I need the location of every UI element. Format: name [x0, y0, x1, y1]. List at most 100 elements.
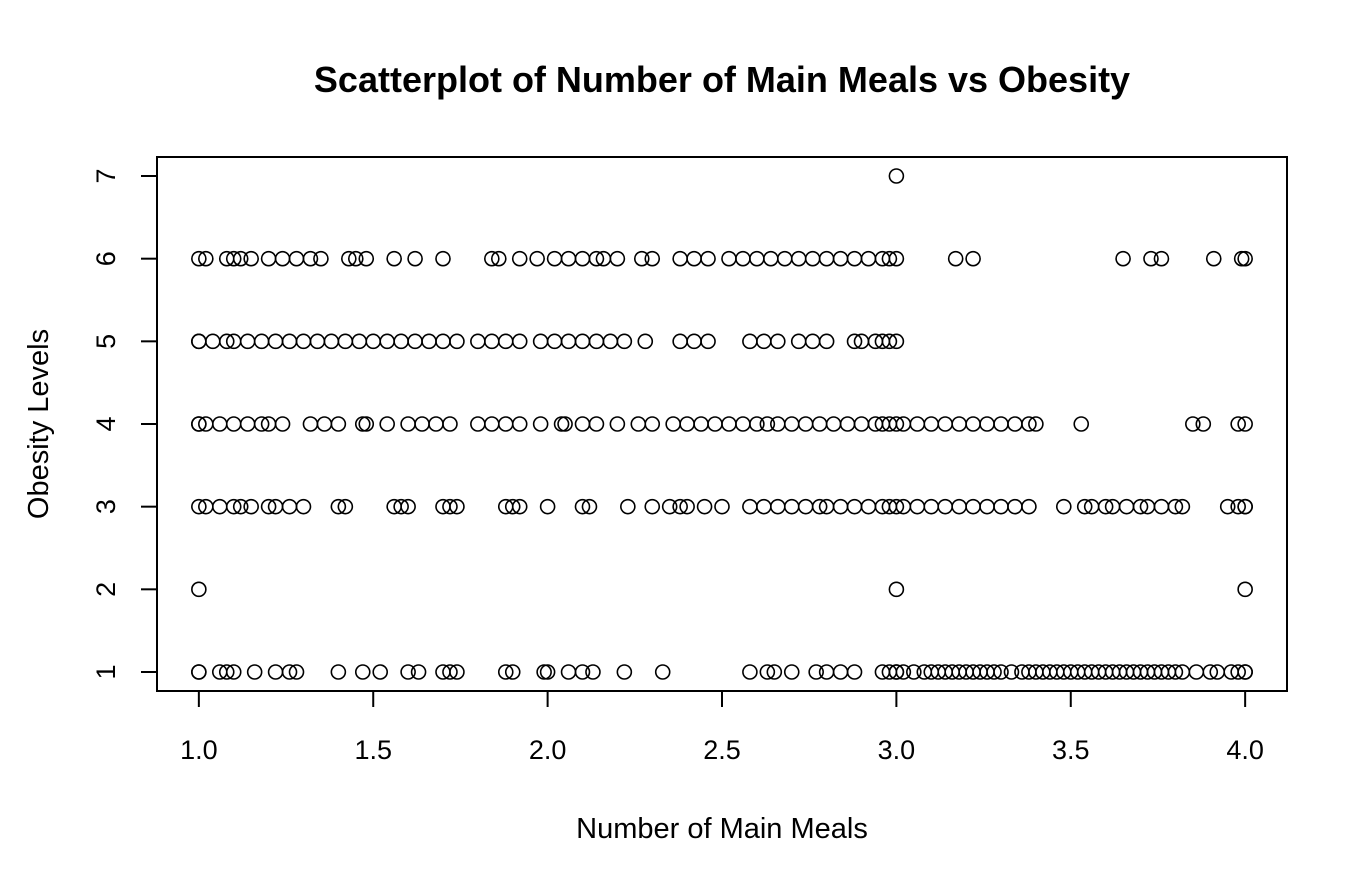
data-point — [1003, 664, 1020, 680]
data-point — [281, 333, 298, 350]
y-tick-label: 6 — [91, 251, 121, 266]
data-point — [232, 498, 249, 515]
data-point — [906, 664, 922, 680]
data-point — [497, 664, 514, 680]
data-point — [288, 664, 305, 680]
data-point — [260, 498, 277, 515]
data-point — [504, 664, 521, 680]
data-point — [484, 250, 500, 267]
data-point — [804, 333, 821, 350]
data-point — [354, 416, 371, 432]
data-point — [686, 250, 702, 267]
data-point — [1153, 498, 1170, 515]
data-point — [330, 498, 347, 515]
data-point — [274, 250, 291, 267]
data-point — [808, 664, 824, 680]
data-point — [756, 498, 772, 515]
data-point — [393, 333, 409, 350]
data-point — [581, 498, 598, 515]
data-point — [205, 333, 221, 350]
data-point — [846, 664, 863, 680]
data-point — [1097, 498, 1114, 515]
data-point — [536, 664, 552, 680]
data-point — [497, 416, 514, 432]
data-point — [347, 250, 364, 267]
data-point — [260, 250, 277, 267]
data-point — [888, 333, 905, 350]
data-point — [302, 250, 319, 267]
data-point — [588, 416, 605, 432]
data-point — [783, 498, 800, 515]
data-point — [637, 333, 654, 350]
data-point — [979, 498, 995, 515]
data-point — [937, 416, 954, 432]
data-point — [365, 333, 382, 350]
data-point — [759, 664, 776, 680]
x-tick-label: 2.5 — [703, 735, 741, 765]
data-point — [313, 250, 329, 267]
data-point — [846, 333, 863, 350]
data-point — [644, 250, 661, 267]
data-point — [588, 250, 605, 267]
data-point — [449, 498, 465, 515]
data-point — [1073, 416, 1090, 432]
data-point — [267, 333, 284, 350]
data-point — [770, 416, 786, 432]
x-tick-label: 2.0 — [529, 735, 567, 765]
data-point — [407, 250, 423, 267]
data-point — [211, 498, 228, 515]
data-point — [1188, 664, 1205, 680]
data-point — [1055, 498, 1072, 515]
data-point — [721, 416, 737, 432]
data-point — [511, 250, 528, 267]
data-point — [1237, 498, 1253, 515]
data-point — [749, 250, 765, 267]
data-point — [1230, 498, 1246, 515]
data-point — [860, 498, 877, 515]
data-point — [428, 416, 444, 432]
data-point — [644, 416, 661, 432]
data-point — [358, 250, 375, 267]
data-point — [239, 333, 256, 350]
data-point — [909, 416, 926, 432]
data-point — [763, 250, 779, 267]
data-point — [253, 333, 270, 350]
data-point — [909, 498, 926, 515]
data-point — [574, 498, 591, 515]
data-point — [654, 664, 671, 680]
data-point — [316, 416, 333, 432]
data-point — [295, 333, 312, 350]
data-point — [602, 333, 619, 350]
data-point — [323, 333, 340, 350]
data-point — [811, 416, 828, 432]
data-point — [721, 250, 737, 267]
data-point — [923, 498, 940, 515]
data-point — [993, 664, 1009, 680]
y-tick-label: 5 — [91, 334, 121, 349]
data-point — [888, 498, 905, 515]
data-point — [979, 416, 995, 432]
data-point — [379, 333, 395, 350]
data-point — [818, 333, 835, 350]
data-point — [330, 664, 347, 680]
data-point — [686, 333, 702, 350]
data-point — [1115, 250, 1131, 267]
data-point — [191, 416, 207, 432]
data-point — [620, 498, 636, 515]
data-point — [1233, 250, 1250, 267]
data-point — [846, 250, 863, 267]
data-point — [832, 664, 849, 680]
data-point — [986, 664, 1002, 680]
y-axis: 1 2 3 4 5 6 7 — [91, 168, 157, 680]
data-point — [770, 498, 786, 515]
data-point — [1007, 416, 1023, 432]
data-point — [1118, 498, 1135, 515]
data-point — [895, 664, 912, 680]
data-point — [696, 498, 713, 515]
data-point — [1202, 664, 1219, 680]
data-point — [191, 581, 207, 598]
data-point — [302, 416, 319, 432]
data-point — [616, 664, 633, 680]
data-point — [1185, 416, 1201, 432]
data-point — [191, 333, 207, 350]
